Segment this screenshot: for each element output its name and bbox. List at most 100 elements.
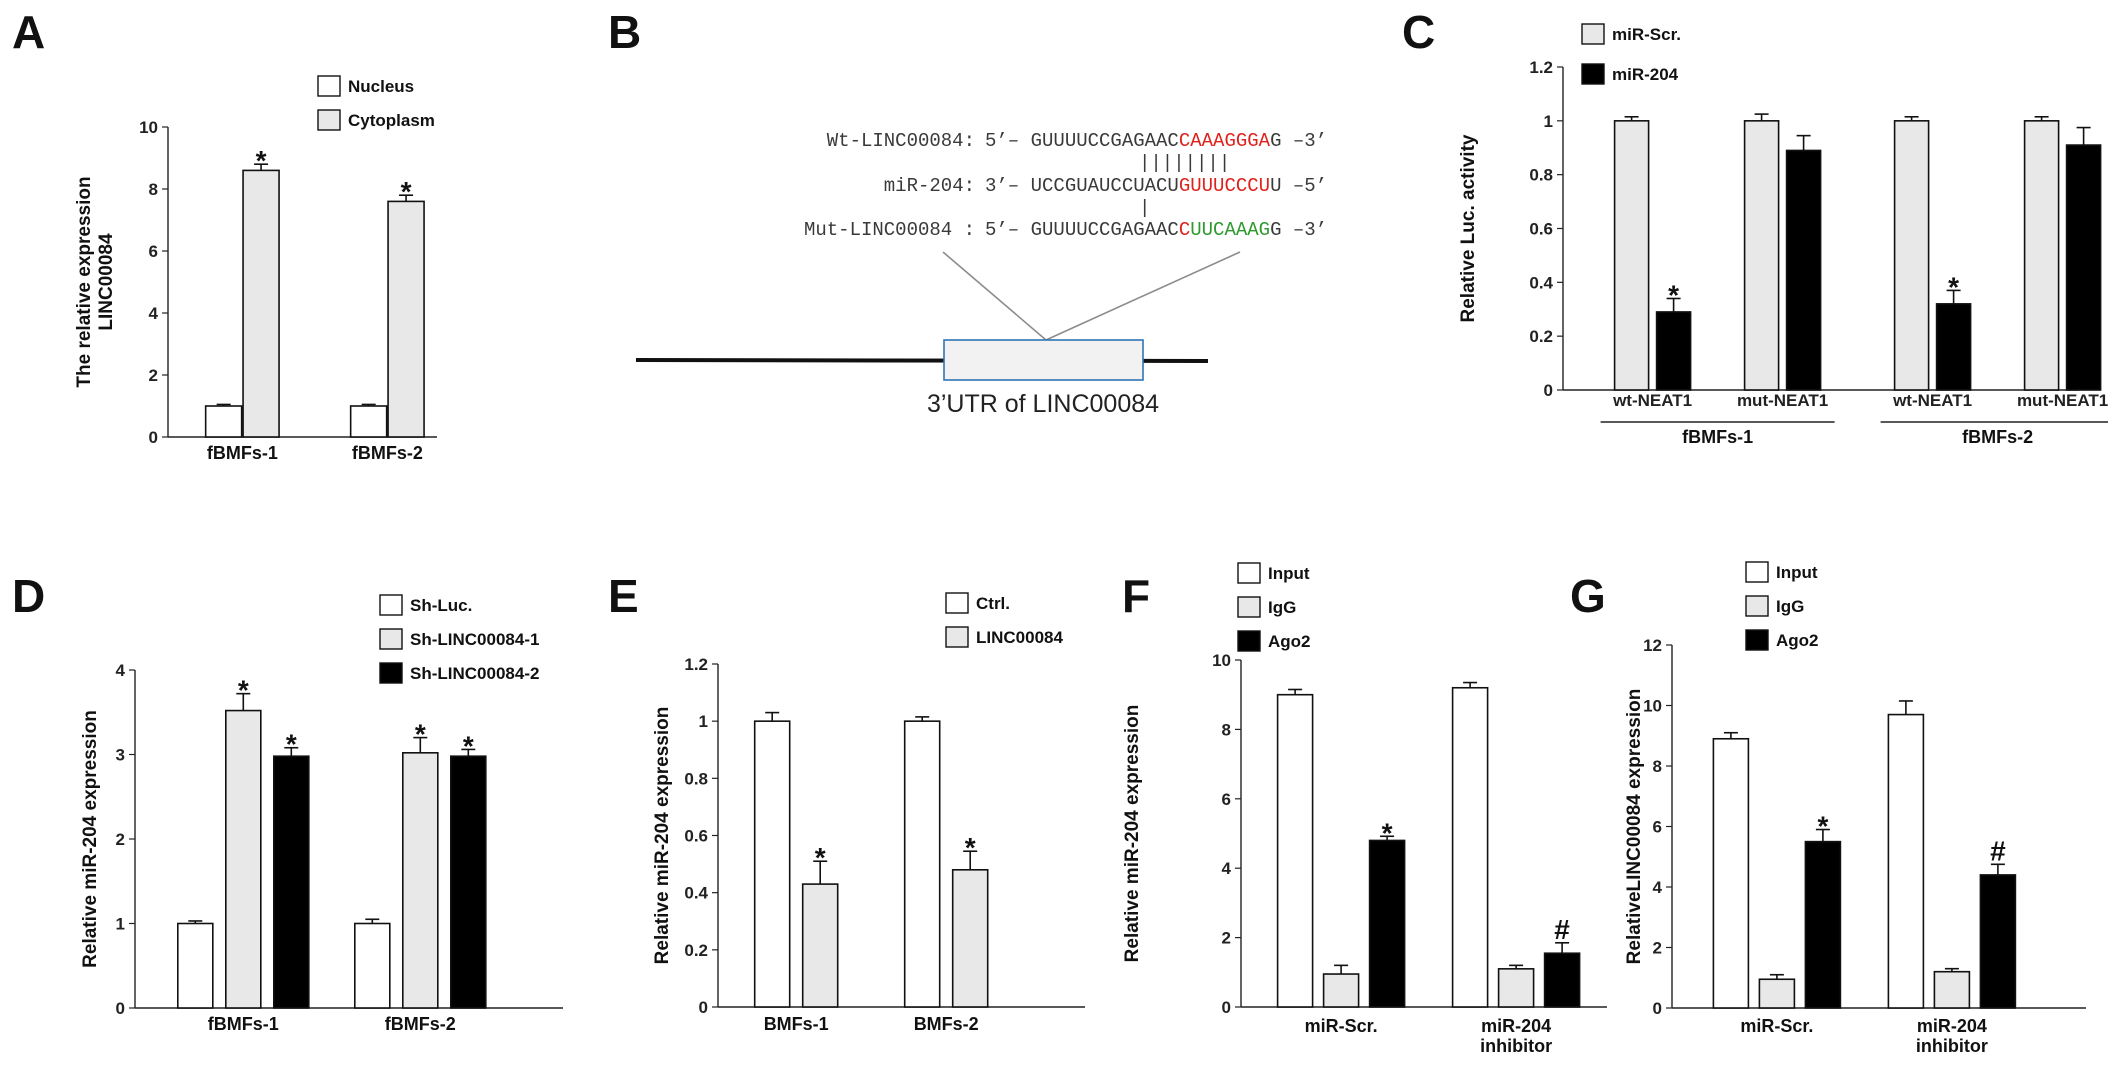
group-label: fBMFs-2 (1962, 427, 2033, 447)
legend-label: IgG (1776, 597, 1804, 616)
bar-mir-scr--3 (1893, 120, 1930, 391)
y-tick-label: 0 (699, 998, 708, 1017)
pairing-mut-line: | (1139, 197, 1150, 219)
category-label: mut-NEAT1 (1737, 391, 1828, 410)
legend-swatch (1745, 595, 1769, 617)
chart-panel-a: A 0 2 4 6 8 10 The relative expressionLINC00084… (12, 6, 437, 463)
y-tick-label: 1.2 (1529, 58, 1553, 77)
legend-swatch (1745, 561, 1769, 583)
category-label: BMFs-1 (764, 1014, 829, 1034)
y-tick-label: 0.8 (1529, 166, 1553, 185)
y-tick-label: 8 (1653, 757, 1662, 776)
panel-b-sequence-diagram: B Wt-LINC00084: 5’– GUUUUCCGAGAACCAAAGGG… (608, 6, 1327, 418)
category-label: miR-204 (1481, 1016, 1551, 1036)
mir-sequence: 3’– UCCGUAUCCUACUGUUUCCCUU –5’ (985, 175, 1327, 197)
mut-sequence: 5’– GUUUUCCGAGAACCUUCAAAGG –3’ (985, 219, 1327, 241)
bar-mir-204-1 (1655, 311, 1692, 391)
category-label: miR-204 (1917, 1016, 1987, 1036)
bar-ctrl--2 (903, 720, 941, 1008)
panel-letter-e: E (608, 570, 639, 622)
significance-mark: * (1382, 817, 1393, 848)
bar-igg-1 (1758, 978, 1796, 1009)
y-tick-label: 0.2 (1529, 327, 1553, 346)
significance-mark: * (1817, 811, 1828, 842)
bar-mir-204-4 (2065, 144, 2102, 391)
bar-sh-linc00084-1-1 (225, 709, 262, 1009)
y-tick-label: 1.2 (684, 655, 708, 674)
y-tick-label: 1 (116, 915, 125, 934)
legend-label: Ago2 (1776, 631, 1819, 650)
significance-mark: * (286, 729, 297, 760)
y-tick-label: 0.4 (684, 884, 708, 903)
bar-igg-1 (1322, 973, 1360, 1008)
bar-igg-2 (1497, 968, 1535, 1008)
y-tick-label: 1 (1544, 112, 1553, 131)
y-tick-label: 6 (1222, 790, 1231, 809)
zoom-line-left (942, 251, 1047, 341)
legend-swatch (1237, 630, 1261, 652)
legend-label: Nucleus (348, 77, 414, 96)
y-axis-label-line: The relative expression (74, 176, 95, 387)
chart-panel-e: E 0 0.2 0.4 0.6 0.8 1 1.2 Relative miR-204 expre… (608, 570, 1085, 1034)
mut-seq-site-red: C (1179, 219, 1190, 241)
legend-swatch (1581, 23, 1605, 45)
bar-input-1 (1712, 737, 1750, 1009)
y-tick-label: 10 (139, 118, 158, 137)
legend-swatch (1237, 562, 1261, 584)
legend-label: Ago2 (1268, 632, 1311, 651)
wt-seq-suffix: G –3’ (1270, 130, 1327, 152)
significance-mark: # (1554, 914, 1570, 945)
bar-ago2-1 (1804, 840, 1842, 1009)
y-tick-label: 10 (1212, 651, 1231, 670)
legend-swatch (1237, 596, 1261, 618)
mut-seq-suffix: G –3’ (1270, 219, 1327, 241)
panel-letter-a: A (12, 6, 45, 58)
utr-box (943, 339, 1144, 381)
legend-label: Ctrl. (976, 594, 1010, 613)
legend-label: Sh-Luc. (410, 596, 472, 615)
bar-sh-luc--1 (177, 922, 214, 1009)
utr-label: 3’UTR of LINC00084 (927, 390, 1159, 418)
chart-panel-d: D 0 1 2 3 4 Relative miR-204 expression * * fBMFs… (12, 570, 563, 1034)
legend-swatch (379, 594, 403, 616)
panel-letter-g: G (1570, 570, 1606, 622)
panel-letter-b: B (608, 6, 641, 58)
significance-mark: * (238, 675, 249, 706)
category-label: fBMFs-2 (385, 1014, 456, 1034)
legend-label: Cytoplasm (348, 111, 435, 130)
y-tick-label: 0 (1653, 999, 1662, 1018)
wt-seq-site: CAAAGGGA (1179, 130, 1271, 152)
y-tick-label: 6 (149, 242, 158, 261)
category-label: fBMFs-2 (352, 443, 423, 463)
y-tick-label: 0.2 (684, 941, 708, 960)
mir-seq-suffix: U –5’ (1270, 175, 1327, 197)
y-tick-label: 0.4 (1529, 273, 1553, 292)
category-label: wt-NEAT1 (1892, 391, 1972, 410)
legend-swatch (317, 109, 341, 131)
category-label: mut-NEAT1 (2017, 391, 2108, 410)
y-tick-label: 0.6 (684, 827, 708, 846)
y-tick-label: 4 (1653, 878, 1663, 897)
y-tick-label: 8 (149, 180, 158, 199)
panel-letter-d: D (12, 570, 45, 622)
legend-swatch (317, 75, 341, 97)
legend-swatch (379, 628, 403, 650)
y-tick-label: 2 (1653, 939, 1662, 958)
bar-nucleus-2 (349, 405, 388, 438)
bar-cytoplasm-2 (387, 200, 425, 438)
bar-cytoplasm-1 (242, 169, 280, 438)
mir-label: miR-204: (884, 175, 975, 197)
significance-mark: # (1990, 835, 2006, 866)
mut-label: Mut-LINC00084 : (804, 219, 975, 241)
y-axis-label: Relative Luc. activity (1458, 134, 1479, 322)
bar-mir-scr--1 (1613, 120, 1650, 391)
panel-letter-f: F (1122, 570, 1150, 622)
significance-mark: * (965, 832, 976, 863)
y-axis-label: Relative miR-204 expression (80, 710, 101, 968)
chart-panel-f: F 0 2 4 6 8 10 Relative miR-204 expression * miR-… (1122, 562, 1607, 1056)
significance-mark: * (401, 176, 412, 207)
legend-swatch (1581, 63, 1605, 85)
bar-input-2 (1887, 713, 1925, 1009)
bar-mir-204-2 (1785, 149, 1822, 391)
